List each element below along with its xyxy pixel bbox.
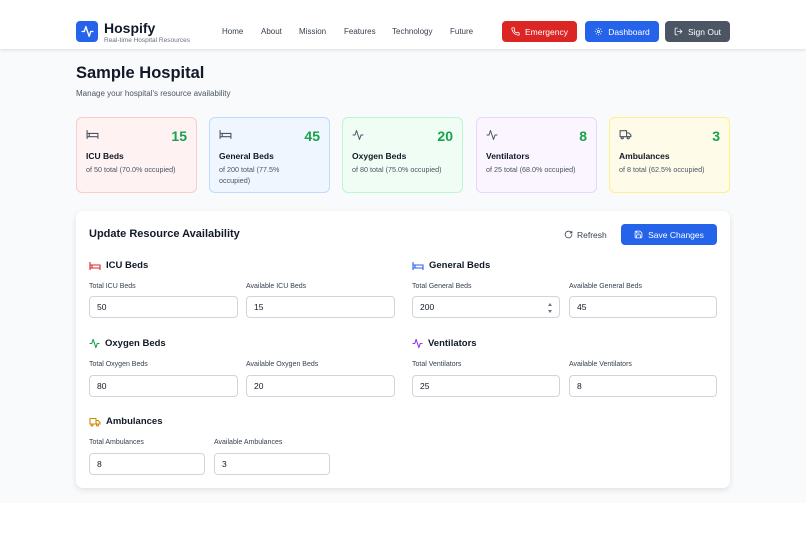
dashboard-label: Dashboard [608,26,650,37]
spinner-up-icon[interactable] [547,303,552,306]
truck-icon [89,417,101,427]
section-oxygen-beds: Oxygen Beds [89,338,166,349]
save-changes-button[interactable]: Save Changes [621,224,717,245]
available-ventilators-input[interactable]: 8 [569,375,717,397]
card-icu-beds: 15 ICU Beds of 50 total (70.0% occupied) [76,117,197,193]
nav-mission[interactable]: Mission [299,27,327,36]
total-ambulances-label: Total Ambulances [89,439,144,446]
card-desc: of 50 total (70.0% occupied) [86,165,176,174]
card-ambulances: 3 Ambulances of 8 total (62.5% occupied) [609,117,730,193]
emergency-button[interactable]: Emergency [502,21,577,42]
nav-future[interactable]: Future [450,27,474,36]
available-ventilators-label: Available Ventilators [569,361,632,368]
save-label: Save Changes [648,229,704,240]
total-ventilators-label: Total Ventilators [412,361,462,368]
panel-title: Update Resource Availability [89,228,240,240]
total-oxygen-label: Total Oxygen Beds [89,361,148,368]
card-value: 45 [304,128,320,144]
card-desc: of 200 total (77.5% occupied) [219,165,280,185]
nav-home[interactable]: Home [222,27,244,36]
bed-icon [89,261,101,270]
sign-out-button[interactable]: Sign Out [665,21,730,42]
section-title: Oxygen Beds [105,338,166,349]
card-desc: of 80 total (75.0% occupied) [352,165,442,174]
available-general-label: Available General Beds [569,283,643,290]
available-ambulances-label: Available Ambulances [214,439,283,446]
total-icu-label: Total ICU Beds [89,283,136,290]
available-icu-input[interactable]: 15 [246,296,395,318]
total-general-input[interactable]: 200 [412,296,560,318]
total-oxygen-input[interactable]: 80 [89,375,238,397]
available-oxygen-input[interactable]: 20 [246,375,395,397]
bed-icon [412,261,424,270]
number-spinner[interactable] [546,303,553,313]
nav-about[interactable]: About [261,27,282,36]
truck-icon [619,130,632,140]
card-general-beds: 45 General Beds of 200 total (77.5% occu… [209,117,330,193]
gear-icon [594,27,603,36]
bed-icon [219,130,232,139]
section-title: Ambulances [106,416,163,427]
card-value: 8 [579,128,587,144]
total-ventilators-input[interactable]: 25 [412,375,560,397]
update-resource-panel: Update Resource Availability Refresh Sav… [76,211,730,488]
activity-icon [80,25,94,38]
brand-name[interactable]: Hospify [104,20,156,36]
page-subtitle: Manage your hospital's resource availabi… [76,89,231,98]
available-icu-label: Available ICU Beds [246,283,307,290]
section-general-beds: General Beds [412,260,490,271]
total-ambulances-input[interactable]: 8 [89,453,205,475]
section-title: ICU Beds [106,260,149,271]
card-ventilators: 8 Ventilators of 25 total (68.0% occupie… [476,117,597,193]
emergency-label: Emergency [525,26,568,37]
input-value: 200 [420,302,435,312]
card-value: 15 [171,128,187,144]
page-background: Hospify Real-time Hospital Resources Hom… [0,0,806,488]
card-oxygen-beds: 20 Oxygen Beds of 80 total (75.0% occupi… [342,117,463,193]
activity-icon [89,338,100,349]
section-title: Ventilators [428,338,477,349]
refresh-icon [564,230,573,239]
card-label: Oxygen Beds [352,151,407,161]
section-icu-beds: ICU Beds [89,260,148,271]
refresh-label: Refresh [577,229,607,240]
section-ventilators: Ventilators [412,338,477,349]
nav-features[interactable]: Features [344,27,376,36]
brand-tagline: Real-time Hospital Resources [104,37,190,44]
card-label: General Beds [219,151,274,161]
total-icu-input[interactable]: 50 [89,296,238,318]
page-title: Sample Hospital [76,64,205,82]
section-title: General Beds [429,260,491,271]
phone-icon [511,27,520,36]
card-value: 20 [437,128,453,144]
section-ambulances: Ambulances [89,416,163,427]
card-desc: of 25 total (68.0% occupied) [486,165,576,174]
spinner-down-icon[interactable] [547,310,552,313]
activity-icon [352,130,364,140]
top-navbar: Hospify Real-time Hospital Resources Hom… [0,0,806,49]
dashboard-button[interactable]: Dashboard [585,21,659,42]
available-oxygen-label: Available Oxygen Beds [246,361,319,368]
nav-technology[interactable]: Technology [392,27,433,36]
card-value: 3 [712,128,720,144]
save-icon [634,230,643,239]
card-label: Ventilators [486,151,530,161]
logo[interactable] [76,21,98,42]
refresh-button[interactable]: Refresh [564,224,607,245]
activity-icon [486,130,498,140]
activity-icon [412,338,423,349]
total-general-label: Total General Beds [412,283,472,290]
card-label: Ambulances [619,151,670,161]
available-general-input[interactable]: 45 [569,296,717,318]
bed-icon [86,130,99,139]
card-desc: of 8 total (62.5% occupied) [619,165,705,174]
log-out-icon [674,27,683,36]
sign-out-label: Sign Out [687,26,722,37]
card-label: ICU Beds [86,151,124,161]
available-ambulances-input[interactable]: 3 [214,453,330,475]
